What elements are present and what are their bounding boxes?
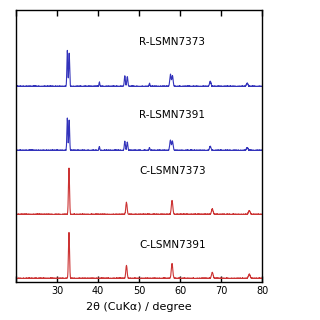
Text: C-LSMN7373: C-LSMN7373 <box>139 166 206 176</box>
Text: R-LSMN7373: R-LSMN7373 <box>139 36 205 47</box>
X-axis label: 2θ (CuKα) / degree: 2θ (CuKα) / degree <box>86 302 192 312</box>
Text: R-LSMN7391: R-LSMN7391 <box>139 110 205 120</box>
Text: C-LSMN7391: C-LSMN7391 <box>139 240 206 250</box>
